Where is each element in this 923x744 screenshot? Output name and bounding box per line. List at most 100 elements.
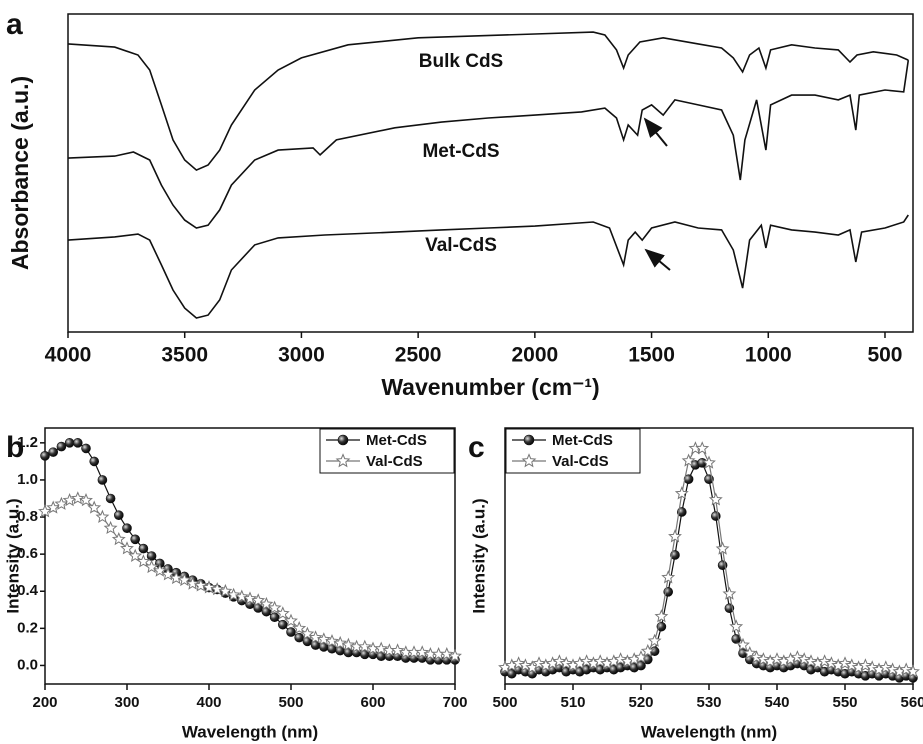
x-tick-label: 500 bbox=[492, 694, 517, 711]
marker bbox=[226, 587, 241, 601]
marker bbox=[668, 529, 682, 543]
marker bbox=[702, 455, 716, 469]
x-tick-label: 300 bbox=[114, 694, 139, 711]
marker bbox=[715, 541, 730, 555]
marker bbox=[374, 641, 389, 655]
panel-label: a bbox=[6, 8, 23, 41]
marker bbox=[128, 548, 143, 562]
marker bbox=[269, 612, 280, 623]
x-tick-label: 200 bbox=[32, 694, 57, 711]
x-tick-label: 2500 bbox=[395, 344, 442, 367]
marker bbox=[316, 632, 331, 646]
marker bbox=[105, 493, 116, 504]
marker bbox=[674, 486, 689, 500]
y-axis-label: Absorbance (a.u.) bbox=[7, 76, 33, 270]
legend-label: Met-CdS bbox=[366, 432, 427, 449]
y-tick-label: 0.8 bbox=[17, 508, 38, 525]
marker bbox=[439, 647, 454, 661]
marker bbox=[130, 534, 140, 545]
x-axis-label: Wavelength (nm) bbox=[182, 722, 318, 741]
marker bbox=[390, 643, 405, 657]
x-tick-label: 500 bbox=[867, 344, 902, 367]
marker bbox=[640, 643, 655, 658]
marker bbox=[202, 580, 216, 594]
arrow bbox=[643, 117, 668, 147]
x-axis-label: Wavelength (nm) bbox=[641, 722, 777, 741]
marker bbox=[89, 456, 99, 467]
marker bbox=[193, 578, 208, 592]
legend-marker bbox=[337, 434, 349, 446]
x-tick-label: 1500 bbox=[628, 344, 675, 367]
x-tick-label: 700 bbox=[442, 694, 467, 711]
y-tick-label: 0.6 bbox=[17, 545, 38, 562]
marker bbox=[294, 632, 305, 643]
series-label: Val-CdS bbox=[425, 235, 497, 256]
x-tick-label: 560 bbox=[900, 694, 923, 711]
series-line bbox=[44, 497, 456, 657]
x-tick-label: 600 bbox=[360, 694, 385, 711]
x-tick-label: 550 bbox=[832, 694, 857, 711]
marker bbox=[136, 554, 151, 568]
x-tick-label: 520 bbox=[628, 694, 653, 711]
y-tick-label: 0.2 bbox=[17, 619, 38, 636]
marker bbox=[81, 443, 91, 454]
marker bbox=[79, 492, 93, 507]
marker bbox=[120, 541, 134, 555]
series-line bbox=[504, 462, 914, 679]
plot-frame bbox=[67, 13, 914, 333]
marker bbox=[308, 630, 323, 644]
marker bbox=[647, 633, 662, 647]
y-tick-label: 0.0 bbox=[17, 656, 38, 673]
panel-label: b bbox=[6, 431, 24, 464]
arrow bbox=[644, 248, 671, 271]
marker bbox=[234, 589, 249, 603]
marker bbox=[357, 639, 372, 653]
marker bbox=[122, 523, 132, 533]
x-tick-label: 540 bbox=[764, 694, 789, 711]
x-tick-label: 4000 bbox=[45, 344, 92, 367]
marker bbox=[111, 532, 126, 546]
y-axis-label: Intensity (a.u.) bbox=[469, 498, 488, 613]
marker bbox=[333, 635, 348, 650]
marker bbox=[87, 500, 102, 514]
marker bbox=[729, 619, 744, 633]
marker bbox=[286, 627, 296, 637]
marker bbox=[40, 451, 50, 461]
marker bbox=[277, 619, 288, 630]
series-line bbox=[67, 59, 910, 229]
marker bbox=[243, 591, 257, 605]
legend-label: Val-CdS bbox=[552, 453, 609, 470]
marker bbox=[292, 620, 307, 635]
legend-marker bbox=[335, 453, 351, 468]
marker bbox=[97, 475, 108, 485]
y-tick-label: 0.4 bbox=[17, 582, 39, 599]
legend-label: Met-CdS bbox=[552, 432, 613, 449]
marker bbox=[284, 613, 298, 627]
marker bbox=[114, 510, 124, 520]
x-axis-label: Wavenumber (cm⁻¹) bbox=[381, 374, 599, 400]
marker bbox=[722, 586, 737, 600]
marker bbox=[415, 645, 430, 659]
y-tick-label: 1.2 bbox=[17, 434, 38, 451]
marker bbox=[341, 637, 356, 651]
marker bbox=[636, 660, 646, 671]
panel-label: c bbox=[468, 431, 485, 464]
marker bbox=[661, 570, 676, 584]
legend-marker bbox=[521, 453, 537, 468]
x-tick-label: 3000 bbox=[278, 344, 325, 367]
marker bbox=[681, 453, 696, 467]
x-tick-label: 500 bbox=[278, 694, 303, 711]
marker bbox=[683, 474, 694, 485]
plot-frame bbox=[44, 427, 456, 685]
x-tick-label: 3500 bbox=[161, 344, 208, 367]
marker bbox=[325, 634, 339, 648]
y-tick-label: 1.0 bbox=[17, 471, 38, 488]
marker bbox=[70, 491, 85, 505]
marker bbox=[138, 543, 149, 554]
marker bbox=[695, 441, 710, 455]
x-tick-label: 2000 bbox=[511, 344, 558, 367]
marker bbox=[654, 609, 669, 623]
series-line bbox=[67, 31, 909, 172]
series-label: Met-CdS bbox=[422, 141, 499, 162]
